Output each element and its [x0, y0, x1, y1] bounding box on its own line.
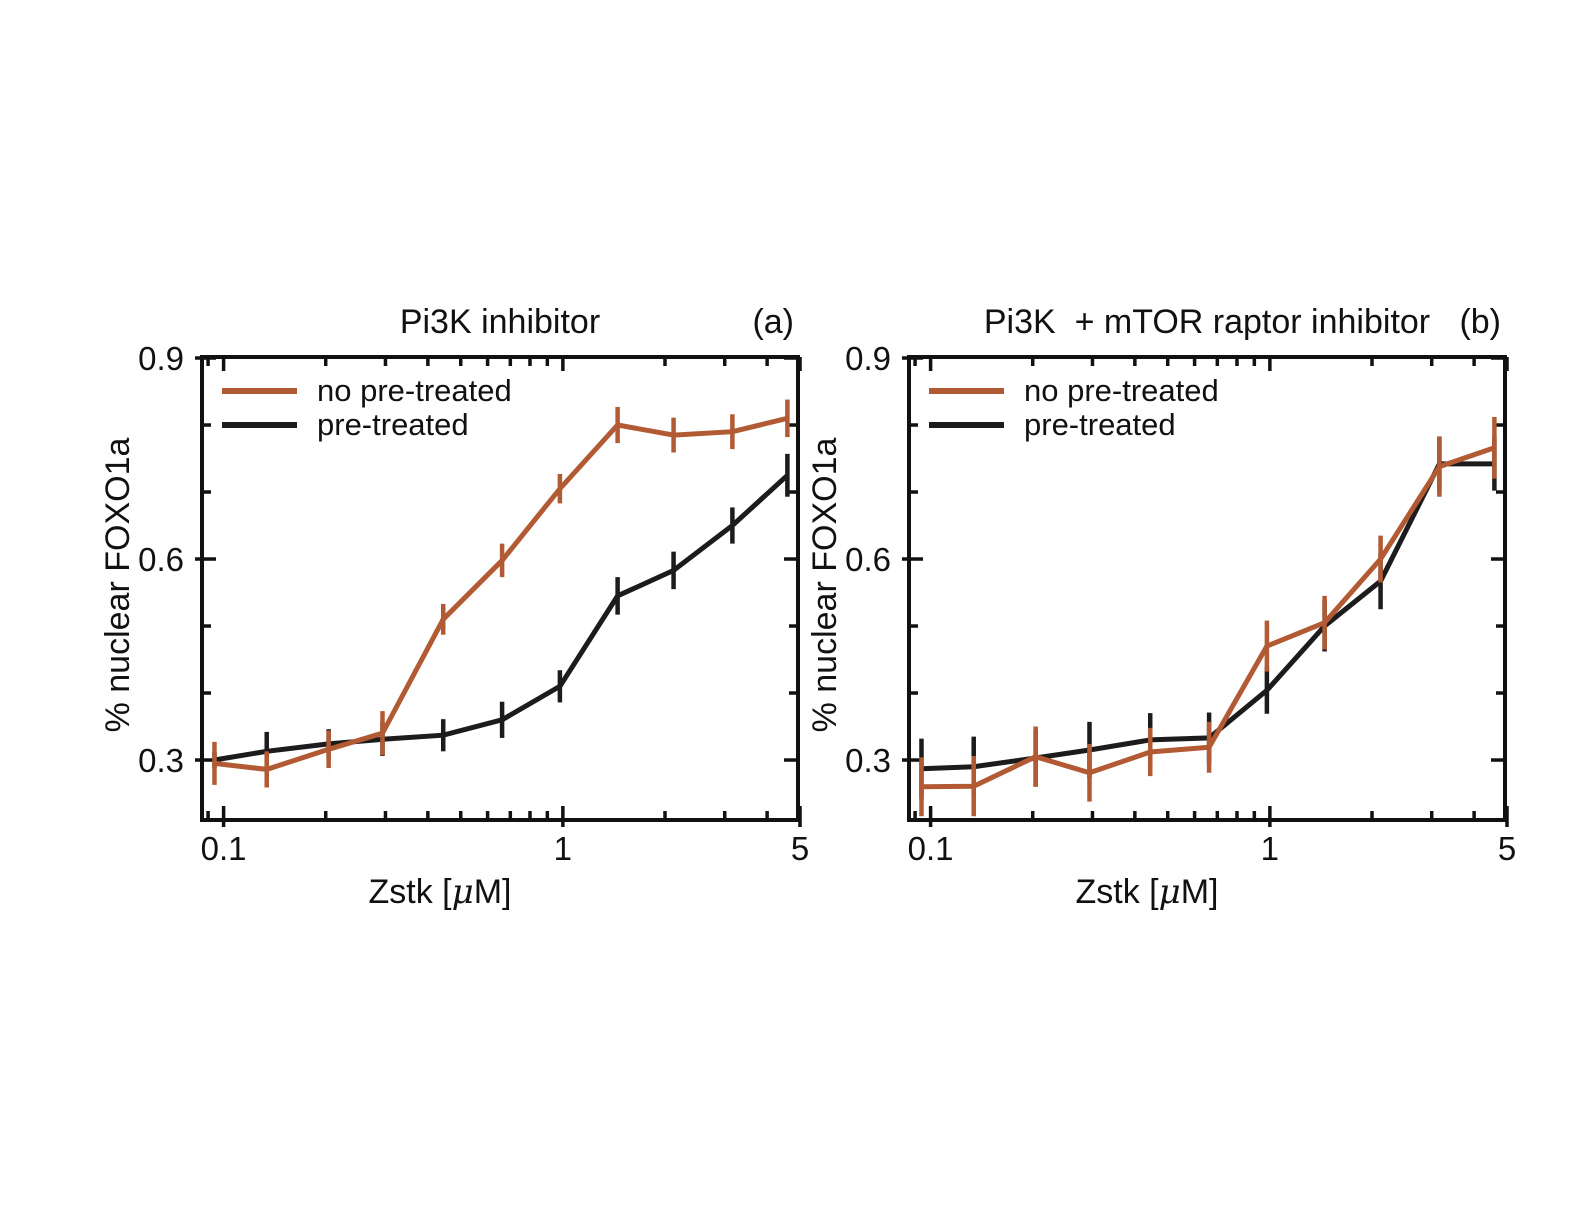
data-line — [214, 473, 790, 763]
mu-symbol: μ — [451, 872, 474, 912]
panel-a: Pi3K inhibitor (a) % nuclear FOXO1a 0.1 1… — [99, 300, 810, 960]
legend-row-no-pretreated: no pre-treated — [222, 373, 512, 408]
panel-b-y-axis-label: % nuclear FOXO1a — [805, 437, 844, 733]
panel-b-legend: no pre-treated pre-treated — [929, 373, 1219, 442]
legend-label-pretreated: pre-treated — [317, 407, 469, 442]
x-tick-label: 5 — [1498, 830, 1516, 867]
plot-frame — [907, 355, 1507, 822]
data-line — [921, 445, 1496, 790]
chart-a: 0.1 1 5 0.3 0.6 0.9 — [138, 340, 809, 867]
y-tick-label: 0.6 — [138, 541, 184, 578]
legend-row-no-pretreated: no pre-treated — [929, 373, 1219, 408]
y-tick-label: 0.9 — [138, 340, 184, 377]
legend-line-pretreated-icon — [929, 422, 1004, 428]
x-axis-label-text: Zstk [ — [368, 873, 452, 911]
x-tick-label: 1 — [554, 830, 572, 867]
panel-b-x-axis-label: Zstk [μM] — [907, 872, 1387, 912]
x-axis-label-text: Zstk [ — [1075, 873, 1159, 911]
y-tick-label: 0.6 — [845, 541, 891, 578]
y-tick-label: 0.3 — [845, 742, 891, 779]
series-no-pretreated — [919, 416, 1497, 817]
legend-row-pretreated: pre-treated — [222, 407, 512, 442]
y-tick-label: 0.9 — [845, 340, 891, 377]
series-pretreated — [212, 453, 790, 771]
legend-line-pretreated-icon — [222, 422, 297, 428]
mu-symbol: μ — [1158, 872, 1181, 912]
legend-line-no-pretreated-icon — [222, 388, 297, 394]
legend-row-pretreated: pre-treated — [929, 407, 1219, 442]
x-tick-label: 0.1 — [201, 830, 247, 867]
chart-b: 0.1 1 5 0.3 0.6 0.9 — [845, 340, 1516, 867]
x-tick-label: 1 — [1261, 830, 1279, 867]
data-line — [214, 415, 788, 772]
panel-b-tag: (b) — [1459, 303, 1501, 341]
legend-line-no-pretreated-icon — [929, 388, 1004, 394]
x-axis-label-unit: M] — [1180, 873, 1219, 911]
plot-frame — [200, 355, 800, 822]
series-no-pretreated — [212, 399, 790, 788]
x-tick-label: 5 — [791, 830, 809, 867]
panel-a-tag: (a) — [752, 303, 794, 341]
panel-b: Pi3K + mTOR raptor inhibitor (b) % nucle… — [806, 300, 1517, 960]
x-axis-label-unit: M] — [473, 873, 512, 911]
legend-label-no-pretreated: no pre-treated — [317, 373, 512, 408]
panel-a-title: Pi3K inhibitor — [399, 303, 601, 341]
legend-label-no-pretreated: no pre-treated — [1024, 373, 1219, 408]
panel-a-y-axis-label: % nuclear FOXO1a — [98, 437, 137, 733]
panel-a-x-axis-label: Zstk [μM] — [200, 872, 680, 912]
panel-a-legend: no pre-treated pre-treated — [222, 373, 512, 442]
legend-label-pretreated: pre-treated — [1024, 407, 1176, 442]
x-tick-label: 0.1 — [908, 830, 954, 867]
y-tick-label: 0.3 — [138, 742, 184, 779]
panel-b-title: Pi3K + mTOR raptor inhibitor — [983, 303, 1431, 341]
